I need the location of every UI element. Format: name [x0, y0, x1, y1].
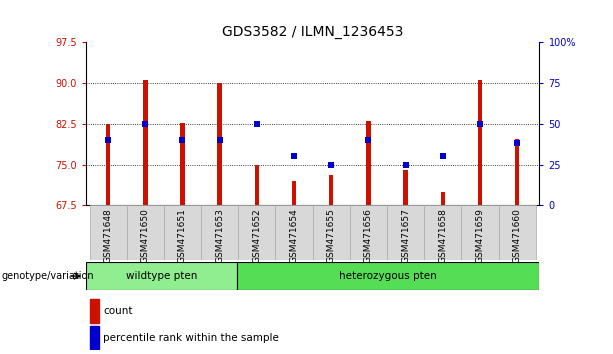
Text: GSM471658: GSM471658: [438, 208, 447, 263]
FancyBboxPatch shape: [275, 205, 313, 260]
Bar: [478, 80, 482, 205]
Bar: [366, 121, 371, 205]
Bar: [441, 192, 445, 205]
Bar: [90, 326, 99, 349]
Text: GSM471656: GSM471656: [364, 208, 373, 263]
Text: GSM471652: GSM471652: [253, 208, 261, 263]
FancyBboxPatch shape: [164, 205, 201, 260]
Point: [252, 121, 262, 127]
Bar: [90, 299, 99, 323]
Text: GSM471660: GSM471660: [512, 208, 522, 263]
Text: GSM471651: GSM471651: [178, 208, 187, 263]
Bar: [237, 262, 539, 290]
Bar: [218, 82, 222, 205]
FancyBboxPatch shape: [89, 205, 127, 260]
Point: [289, 154, 299, 159]
FancyBboxPatch shape: [498, 205, 536, 260]
Bar: [515, 138, 519, 205]
FancyBboxPatch shape: [387, 205, 424, 260]
Bar: [403, 170, 408, 205]
Text: GSM471655: GSM471655: [327, 208, 336, 263]
Point: [103, 137, 113, 143]
Point: [438, 154, 447, 159]
Text: wildtype pten: wildtype pten: [126, 271, 197, 281]
Point: [326, 162, 336, 167]
Text: GSM471659: GSM471659: [476, 208, 484, 263]
FancyBboxPatch shape: [424, 205, 462, 260]
Text: count: count: [103, 306, 132, 316]
FancyBboxPatch shape: [238, 205, 275, 260]
FancyBboxPatch shape: [127, 205, 164, 260]
Bar: [86, 262, 237, 290]
Point: [401, 162, 411, 167]
FancyBboxPatch shape: [350, 205, 387, 260]
FancyBboxPatch shape: [201, 205, 238, 260]
Point: [140, 121, 150, 127]
Point: [215, 137, 224, 143]
Text: GSM471653: GSM471653: [215, 208, 224, 263]
Bar: [254, 165, 259, 205]
Point: [512, 141, 522, 146]
Text: genotype/variation: genotype/variation: [2, 271, 94, 281]
Title: GDS3582 / ILMN_1236453: GDS3582 / ILMN_1236453: [222, 25, 403, 39]
Text: percentile rank within the sample: percentile rank within the sample: [103, 333, 279, 343]
Bar: [329, 176, 333, 205]
Bar: [292, 181, 296, 205]
Text: GSM471650: GSM471650: [141, 208, 150, 263]
Text: heterozygous pten: heterozygous pten: [340, 271, 437, 281]
Point: [475, 121, 485, 127]
FancyBboxPatch shape: [313, 205, 350, 260]
Point: [178, 137, 188, 143]
Point: [364, 137, 373, 143]
Text: GSM471648: GSM471648: [104, 208, 113, 263]
FancyBboxPatch shape: [462, 205, 498, 260]
Text: GSM471654: GSM471654: [289, 208, 299, 263]
Bar: [143, 80, 148, 205]
Text: GSM471657: GSM471657: [401, 208, 410, 263]
Bar: [106, 124, 110, 205]
Bar: [180, 123, 185, 205]
